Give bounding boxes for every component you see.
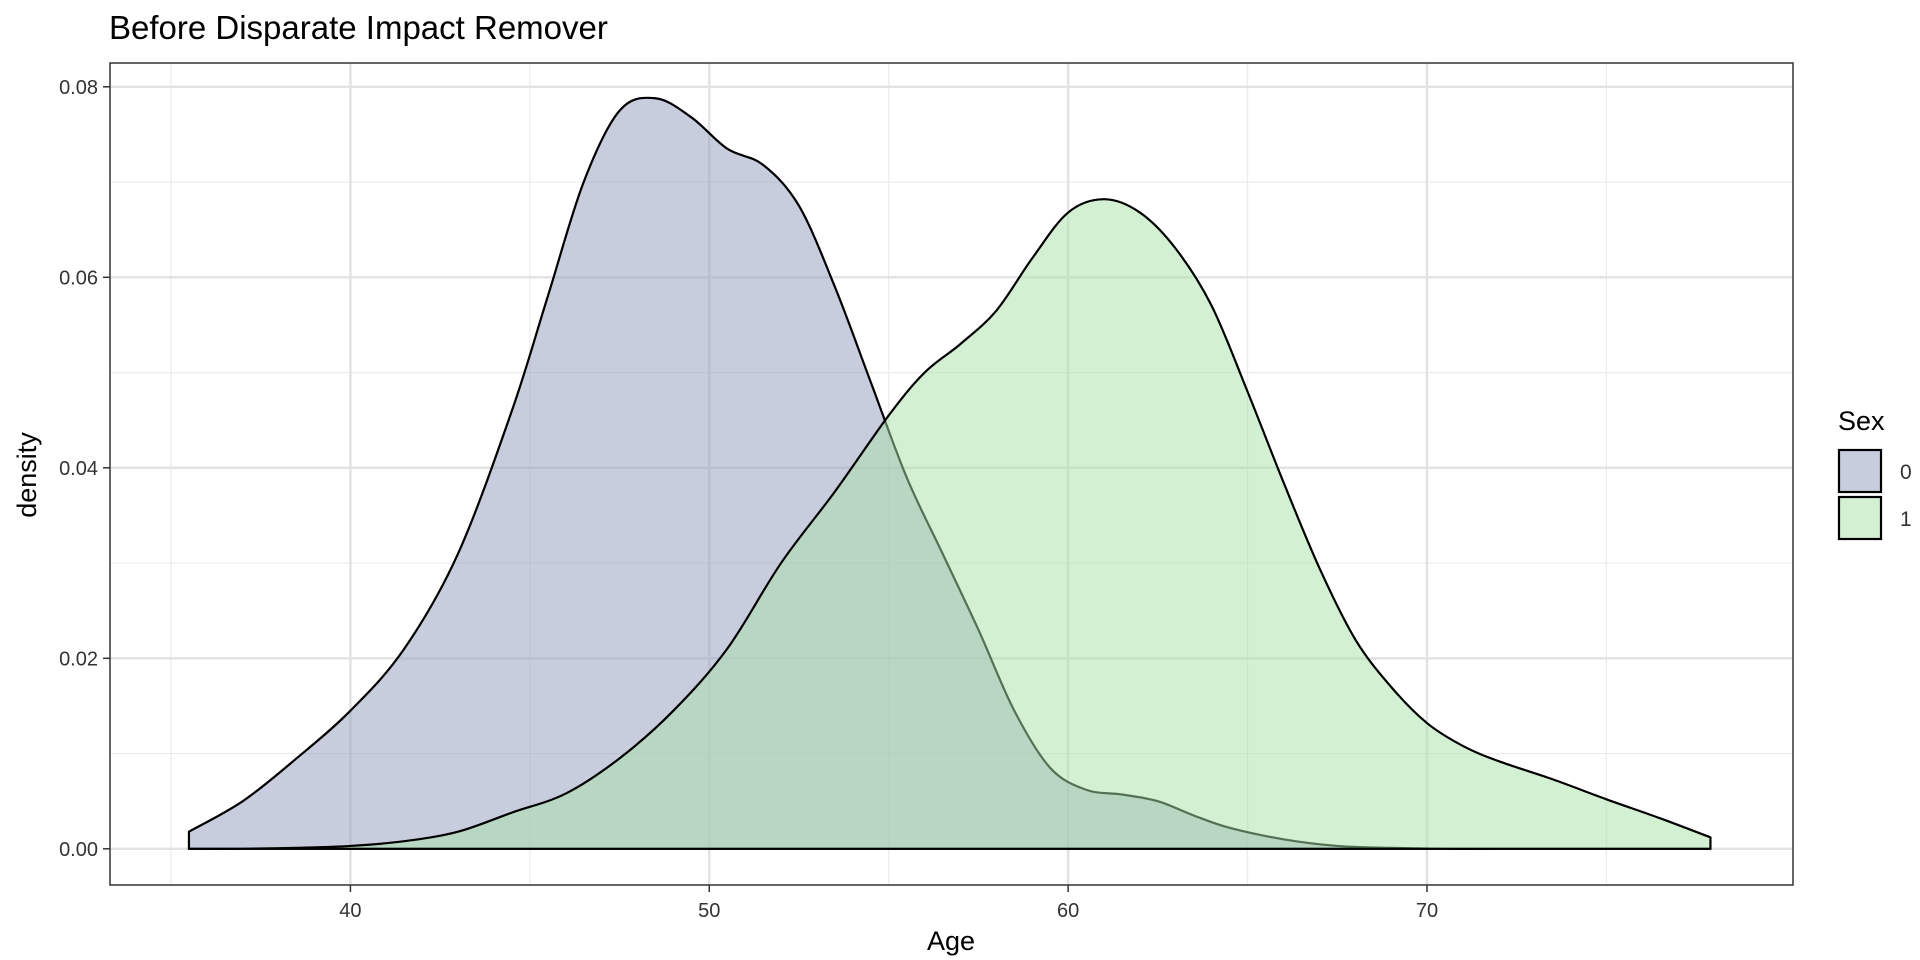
x-tick-label: 60 [1057, 900, 1079, 922]
legend-swatch-sex-1 [1837, 495, 1883, 541]
plot-panel-border [109, 62, 1794, 886]
legend-label-sex-0: 0 [1900, 461, 1912, 484]
y-tick-label: 0.04 [59, 458, 98, 480]
chart-title: Before Disparate Impact Remover [109, 9, 608, 46]
x-tick-label: 50 [698, 900, 720, 922]
density-areas [187, 96, 1712, 850]
x-axis-ticks: 40 50 60 70 [339, 885, 1438, 922]
legend-title: Sex [1838, 406, 1885, 436]
y-axis-ticks: 0.00 0.02 0.04 0.06 0.08 [59, 77, 110, 861]
legend-items: 01 [1837, 448, 1912, 541]
y-tick-label: 0.06 [59, 267, 98, 289]
density-area-sex-1 [187, 198, 1712, 850]
legend: Sex 01 [1837, 406, 1912, 541]
y-tick-label: 0.00 [59, 839, 98, 861]
y-axis-title: density [12, 432, 42, 518]
y-tick-label: 0.08 [59, 77, 98, 99]
x-tick-label: 70 [1416, 900, 1438, 922]
legend-label-sex-1: 1 [1900, 508, 1912, 531]
y-tick-label: 0.02 [59, 648, 98, 670]
legend-swatch-sex-0 [1837, 448, 1883, 494]
x-tick-label: 40 [339, 900, 361, 922]
x-axis-title: Age [927, 926, 975, 956]
